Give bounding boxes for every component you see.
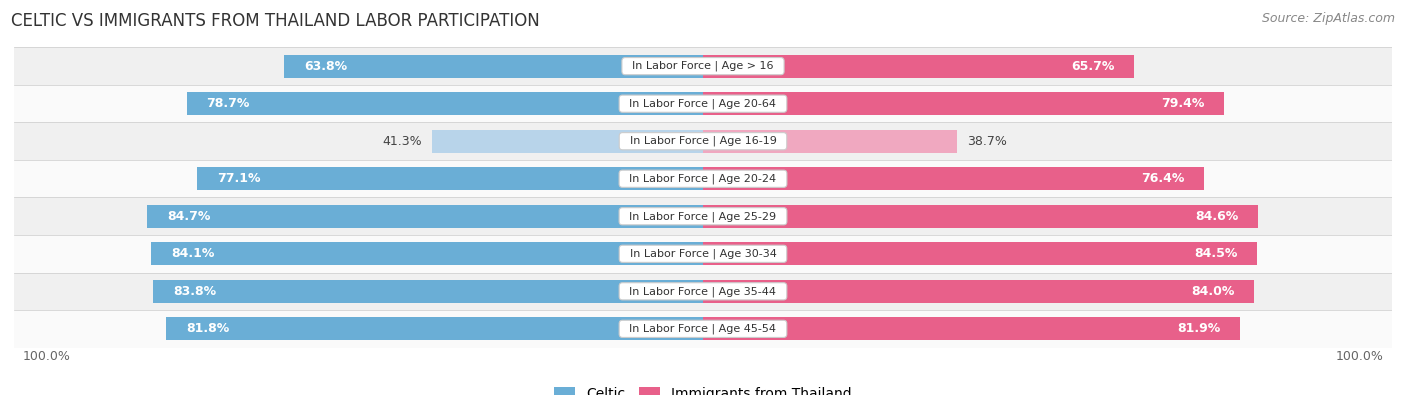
Text: 63.8%: 63.8% (304, 60, 347, 73)
Bar (703, 280, 1254, 303)
Text: In Labor Force | Age > 16: In Labor Force | Age > 16 (626, 61, 780, 71)
Text: 65.7%: 65.7% (1071, 60, 1115, 73)
Text: In Labor Force | Age 45-54: In Labor Force | Age 45-54 (623, 324, 783, 334)
Bar (14, 160, 1392, 198)
Text: In Labor Force | Age 30-34: In Labor Force | Age 30-34 (623, 248, 783, 259)
Text: 79.4%: 79.4% (1161, 97, 1205, 110)
Bar (703, 130, 957, 153)
Bar (432, 130, 703, 153)
Text: 76.4%: 76.4% (1142, 172, 1185, 185)
Bar (703, 317, 1240, 340)
Bar (187, 92, 703, 115)
Text: 84.0%: 84.0% (1191, 285, 1234, 298)
Bar (153, 280, 703, 303)
Bar (703, 55, 1135, 78)
Text: 84.7%: 84.7% (167, 210, 211, 223)
Text: 81.8%: 81.8% (186, 322, 229, 335)
Bar (703, 242, 1257, 265)
Bar (14, 47, 1392, 85)
Bar (197, 167, 703, 190)
Text: 83.8%: 83.8% (173, 285, 217, 298)
Bar (14, 198, 1392, 235)
Bar (703, 92, 1225, 115)
Text: In Labor Force | Age 35-44: In Labor Force | Age 35-44 (623, 286, 783, 297)
Text: 41.3%: 41.3% (382, 135, 422, 148)
Text: 84.6%: 84.6% (1195, 210, 1239, 223)
Text: In Labor Force | Age 20-24: In Labor Force | Age 20-24 (623, 173, 783, 184)
Text: 81.9%: 81.9% (1177, 322, 1220, 335)
Text: In Labor Force | Age 20-64: In Labor Force | Age 20-64 (623, 98, 783, 109)
Text: CELTIC VS IMMIGRANTS FROM THAILAND LABOR PARTICIPATION: CELTIC VS IMMIGRANTS FROM THAILAND LABOR… (11, 12, 540, 30)
Bar (14, 310, 1392, 348)
Text: 77.1%: 77.1% (217, 172, 260, 185)
Legend: Celtic, Immigrants from Thailand: Celtic, Immigrants from Thailand (548, 382, 858, 395)
Bar (14, 273, 1392, 310)
Bar (14, 122, 1392, 160)
Bar (148, 205, 703, 228)
Bar (703, 205, 1258, 228)
Text: Source: ZipAtlas.com: Source: ZipAtlas.com (1261, 12, 1395, 25)
Bar (166, 317, 703, 340)
Bar (284, 55, 703, 78)
Text: In Labor Force | Age 25-29: In Labor Force | Age 25-29 (623, 211, 783, 222)
Text: 84.1%: 84.1% (172, 247, 214, 260)
Bar (14, 235, 1392, 273)
Bar (14, 85, 1392, 122)
Text: In Labor Force | Age 16-19: In Labor Force | Age 16-19 (623, 136, 783, 147)
Text: 38.7%: 38.7% (967, 135, 1007, 148)
Bar (703, 167, 1205, 190)
Text: 84.5%: 84.5% (1194, 247, 1237, 260)
Text: 78.7%: 78.7% (207, 97, 250, 110)
Bar (152, 242, 703, 265)
